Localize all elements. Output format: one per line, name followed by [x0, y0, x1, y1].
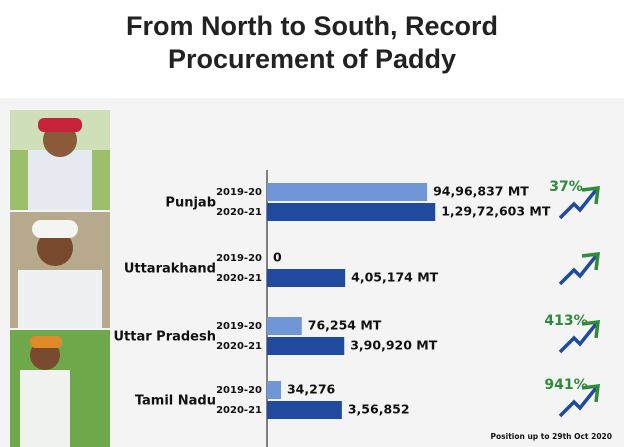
arrow-body — [558, 188, 598, 220]
category-label: Tamil Nadu — [135, 394, 216, 409]
chart-title: From North to South, Record Procurement … — [126, 11, 498, 74]
growth-label: 941% — [544, 377, 587, 393]
arrow-body — [558, 386, 598, 418]
bar — [267, 337, 345, 355]
arrow-body — [558, 322, 598, 354]
period-label: 2020-21 — [216, 273, 262, 284]
bar — [267, 269, 346, 287]
value-label: 4,05,174 MT — [351, 270, 438, 285]
period-label: 2020-21 — [216, 405, 262, 416]
value-label: 76,254 MT — [308, 318, 382, 333]
growth-arrow — [558, 319, 601, 354]
period-label: 2019-20 — [216, 321, 262, 332]
bar — [267, 203, 436, 221]
photo — [10, 110, 110, 210]
title-box: From North to South, Record Procurement … — [0, 10, 624, 76]
arrow-body — [558, 254, 598, 286]
bar — [267, 317, 302, 335]
bar — [267, 401, 342, 419]
footnote: Position up to 29th Oct 2020 — [491, 432, 612, 441]
photo — [10, 330, 110, 447]
value-label: 3,56,852 — [348, 402, 410, 417]
category-label: Uttarakhand — [124, 262, 216, 277]
growth-arrow — [558, 251, 601, 286]
value-label: 94,96,837 MT — [433, 184, 529, 199]
period-label: 2019-20 — [216, 253, 262, 264]
value-label: 34,276 — [287, 382, 336, 397]
bar — [267, 381, 281, 399]
arrow-tip — [581, 185, 601, 205]
growth-arrow — [558, 185, 601, 220]
value-label: 3,90,920 MT — [350, 338, 437, 353]
arrow-tip — [581, 383, 601, 403]
value-label: 1,29,72,603 MT — [441, 204, 551, 219]
growth-label: 413% — [544, 313, 587, 329]
category-label: Uttar Pradesh — [113, 330, 216, 345]
arrow-tip — [581, 251, 601, 271]
category-label: Punjab — [165, 196, 216, 211]
period-label: 2019-20 — [216, 187, 262, 198]
period-label: 2020-21 — [216, 207, 262, 218]
growth-arrow — [558, 383, 601, 418]
growth-label: 37% — [549, 179, 583, 195]
value-label: 0 — [273, 250, 282, 265]
photo — [10, 212, 110, 328]
bar — [267, 183, 428, 201]
period-label: 2020-21 — [216, 341, 262, 352]
period-label: 2019-20 — [216, 385, 262, 396]
arrow-tip — [581, 319, 601, 339]
